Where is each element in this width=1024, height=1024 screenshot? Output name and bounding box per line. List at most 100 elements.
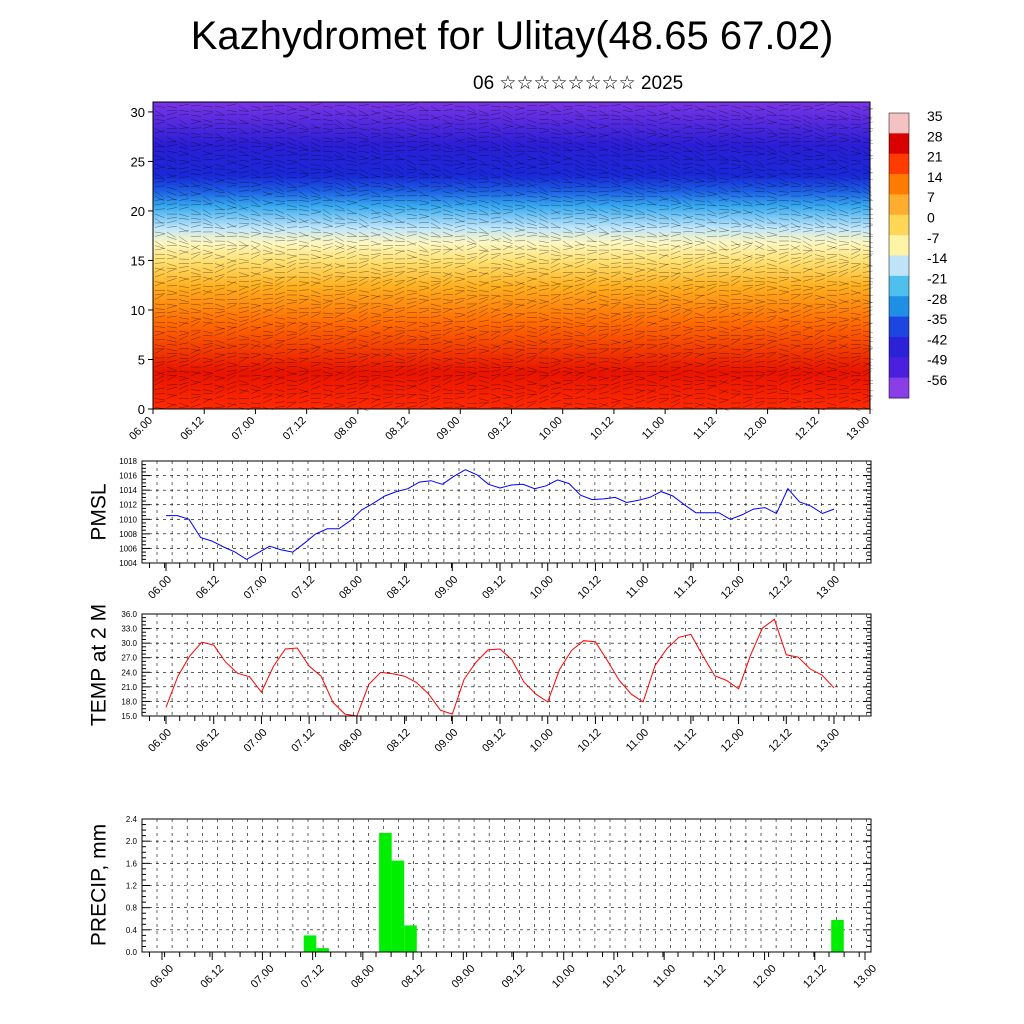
wind-barb: [346, 114, 357, 117]
wind-barb: [586, 290, 597, 294]
wind-barb: [190, 136, 202, 138]
wind-barb: [298, 294, 309, 298]
wind-barb: [682, 240, 693, 245]
wind-barb: [358, 132, 369, 138]
wind-barb: [670, 393, 681, 397]
wind-barb: [766, 276, 777, 280]
wind-barb: [166, 303, 177, 307]
wind-barb: [850, 126, 861, 129]
wind-barb: [706, 402, 717, 407]
wind-barb: [406, 405, 417, 408]
wind-barb: [358, 326, 369, 332]
wind-barb: [802, 119, 812, 125]
wind-barb: [466, 328, 477, 332]
wind-barb: [226, 290, 237, 296]
wind-barb: [694, 294, 706, 296]
wind-barb: [706, 335, 717, 339]
wind-barb: [262, 128, 273, 132]
wind-barb: [274, 186, 284, 192]
wind-barb: [550, 393, 560, 399]
wind-barb: [670, 245, 681, 248]
wind-barb: [526, 260, 537, 264]
wind-barb: [406, 200, 418, 202]
wind-barb: [514, 141, 525, 146]
wind-barb: [430, 240, 441, 243]
wind-barb: [178, 236, 188, 243]
wind-barb: [466, 395, 477, 399]
wind-barb: [622, 317, 633, 323]
wind-barb: [226, 317, 237, 321]
wind-barb: [238, 253, 249, 255]
wind-barb: [694, 302, 706, 305]
wind-barb: [838, 319, 849, 323]
wind-barb: [178, 213, 189, 217]
wind-barb: [226, 331, 237, 336]
wind-barb: [850, 290, 861, 294]
wind-barb: [634, 198, 645, 201]
wind-barb: [154, 233, 165, 237]
wind-barb: [658, 263, 669, 269]
wind-barb: [742, 236, 753, 240]
wind-barb: [790, 209, 801, 214]
wind-barb: [586, 150, 596, 157]
wind-barb: [154, 166, 165, 170]
wind-barb: [454, 220, 465, 224]
wind-barb: [646, 315, 657, 318]
wind-barb: [490, 236, 500, 243]
wind-barb: [370, 182, 381, 185]
wind-barb: [538, 262, 550, 264]
wind-barb: [358, 182, 369, 186]
wind-barb: [598, 251, 609, 255]
wind-barb: [286, 299, 297, 301]
wind-barb: [358, 117, 369, 120]
wind-barb: [766, 195, 777, 199]
wind-barb: [382, 296, 393, 300]
colorbar-swatch: [889, 133, 909, 155]
x-tick-label: 09.00: [432, 727, 460, 755]
x-tick-label: 10.00: [528, 574, 556, 602]
wind-barb: [490, 330, 501, 336]
wind-barb: [682, 317, 693, 323]
wind-barb: [454, 105, 466, 108]
wind-barb: [442, 235, 454, 237]
wind-barb: [562, 108, 573, 111]
wind-barb: [658, 231, 668, 238]
wind-barb: [454, 166, 465, 170]
wind-barb: [658, 121, 669, 125]
wind-barb: [442, 159, 453, 162]
wind-barb: [466, 269, 477, 273]
wind-barb: [730, 218, 740, 224]
wind-barb: [850, 177, 861, 180]
wind-barb: [154, 262, 165, 264]
wind-barb: [478, 186, 490, 188]
wind-barb: [670, 353, 681, 359]
wind-barb: [370, 384, 380, 390]
wind-barb: [286, 290, 298, 292]
wind-barb: [214, 347, 225, 350]
wind-barb: [742, 349, 753, 354]
wind-barb: [322, 303, 332, 309]
wind-barb: [382, 209, 392, 216]
wind-barb: [802, 357, 813, 361]
wind-barb: [382, 231, 393, 237]
wind-barb: [634, 226, 646, 228]
wind-barb: [514, 291, 525, 296]
wind-barb: [178, 285, 189, 288]
wind-barb: [286, 255, 297, 260]
wind-barb: [778, 267, 789, 272]
wind-barb: [742, 319, 753, 323]
wind-barb: [346, 391, 357, 395]
wind-barb: [754, 276, 765, 280]
wind-barb: [154, 371, 165, 376]
wind-barb: [298, 245, 310, 247]
wind-barb: [658, 294, 669, 298]
wind-barb: [706, 286, 717, 291]
wind-barb: [610, 204, 621, 210]
colorbar-label: 28: [927, 128, 943, 144]
wind-barb: [862, 357, 873, 360]
wind-barb: [178, 150, 189, 155]
wind-barb: [526, 393, 538, 395]
wind-barb: [718, 389, 729, 394]
wind-barb: [202, 177, 213, 181]
wind-barb: [382, 186, 393, 190]
